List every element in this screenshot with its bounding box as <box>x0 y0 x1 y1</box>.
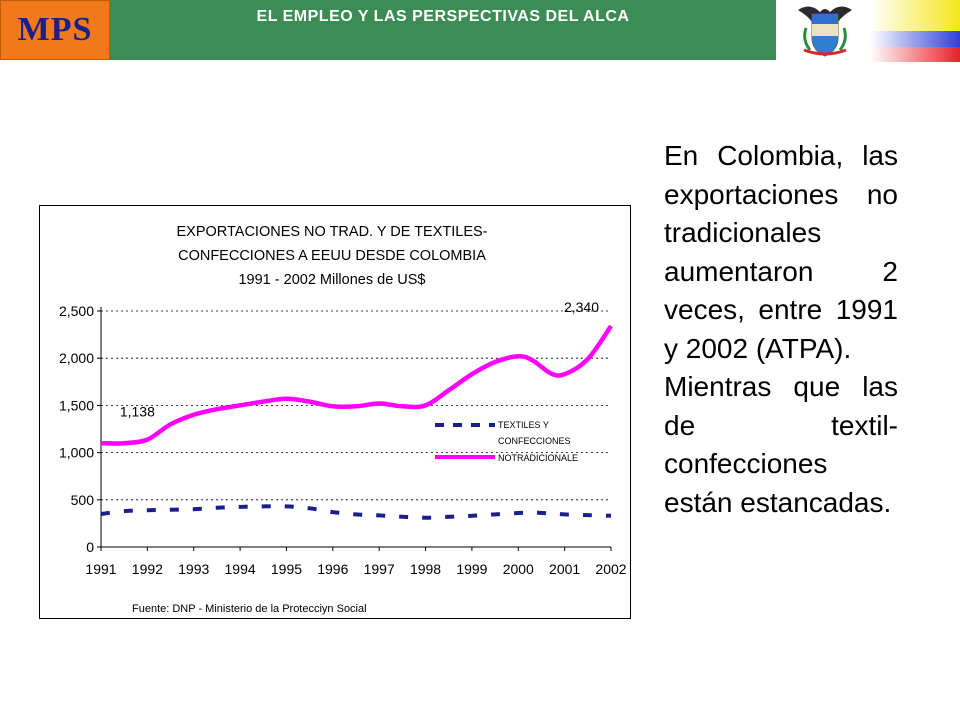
description-paragraph-1: En Colombia, las exportaciones no tradic… <box>664 140 898 364</box>
x-tick-label: 1992 <box>132 561 163 577</box>
legend-label-textiles-line-1: TEXTILES Y <box>498 420 549 430</box>
data-label: 1,138 <box>120 404 155 420</box>
chart-title-line-1: EXPORTACIONES NO TRAD. Y DE TEXTILES- <box>176 224 487 240</box>
tick-labels: 0 500 1,000 1,500 2,000 2,500 1991 1992 1993 1994… <box>59 303 627 577</box>
chart-source: Fuente: DNP - Ministerio de la Protecciy… <box>132 603 367 615</box>
x-tick-label: 1993 <box>178 561 209 577</box>
legend-label-notradicionales: NOTRADICIONALE <box>498 453 578 463</box>
legend: TEXTILES Y CONFECCIONES NOTRADICIONALE <box>435 420 578 463</box>
x-tick-label: 1995 <box>271 561 302 577</box>
x-tick-label: 1997 <box>364 561 395 577</box>
header-bar: EL EMPLEO Y LAS PERSPECTIVAS DEL ALCA <box>110 0 776 60</box>
y-tick-label: 2,000 <box>59 350 94 366</box>
y-tick-label: 500 <box>71 492 95 508</box>
chart-title-line-3: 1991 - 2002 Millones de US$ <box>238 272 425 288</box>
x-tick-label: 2000 <box>503 561 534 577</box>
series-line-textiles <box>100 504 612 520</box>
x-tick-label: 1998 <box>410 561 441 577</box>
axes <box>97 307 612 551</box>
series-line-notradicionales <box>100 324 613 446</box>
y-tick-label: 0 <box>86 539 94 555</box>
line-chart: EXPORTACIONES NO TRAD. Y DE TEXTILES- CO… <box>59 224 627 615</box>
x-tick-label: 1994 <box>225 561 256 577</box>
x-tick-label: 2002 <box>595 561 626 577</box>
data-label: 2,340 <box>564 299 599 315</box>
annotations: 1,138 2,340 <box>120 299 599 419</box>
x-tick-label: 1996 <box>317 561 348 577</box>
legend-label-textiles-line-2: CONFECCIONES <box>498 436 571 446</box>
y-tick-label: 1,500 <box>59 397 94 413</box>
x-tick-label: 2001 <box>549 561 580 577</box>
page-title: EL EMPLEO Y LAS PERSPECTIVAS DEL ALCA <box>256 8 630 25</box>
x-tick-label: 1999 <box>456 561 487 577</box>
y-tick-label: 1,000 <box>59 445 94 461</box>
chart-title-line-2: CONFECCIONES A EEUU DESDE COLOMBIA <box>178 248 486 264</box>
top-banner: MPS EL EMPLEO Y LAS PERSPECTIVAS DEL ALC… <box>0 0 960 62</box>
x-tick-label: 1991 <box>85 561 116 577</box>
flag-stripes <box>870 0 960 62</box>
description-text: En Colombia, las exportaciones no tradic… <box>664 137 898 522</box>
mps-logo-text: MPS <box>17 11 93 48</box>
description-paragraph-2: Mientras que las de textil-confecciones … <box>664 371 898 518</box>
mps-logo: MPS <box>0 0 110 60</box>
colombia-coat-of-arms-icon <box>798 6 852 57</box>
chart-frame: EXPORTACIONES NO TRAD. Y DE TEXTILES- CO… <box>39 205 631 619</box>
y-tick-label: 2,500 <box>59 303 94 319</box>
series <box>100 324 613 520</box>
